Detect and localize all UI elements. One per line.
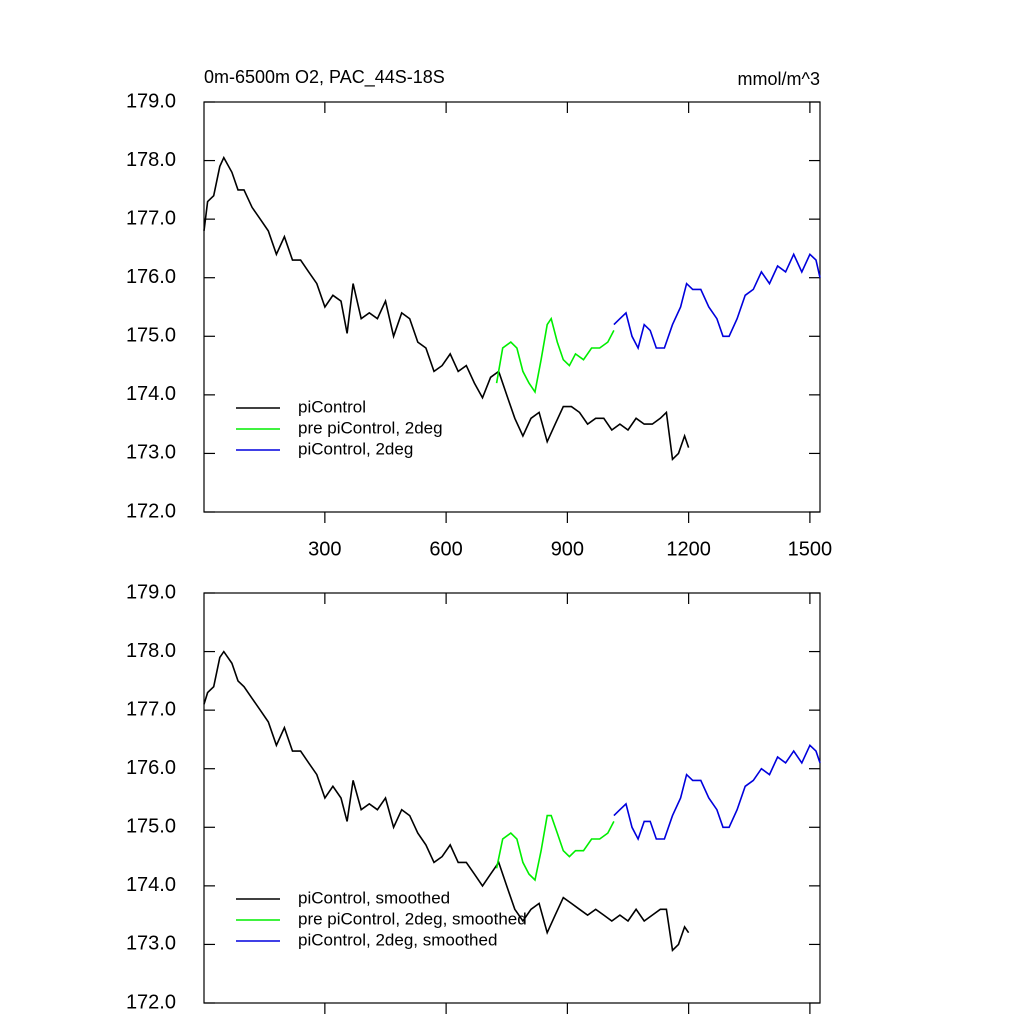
units-label: mmol/m^3 [738, 69, 820, 89]
legend-label: piControl [298, 397, 366, 416]
legend-label: piControl, smoothed [298, 888, 450, 907]
y-tick-label: 177.0 [126, 698, 176, 720]
legend-label: piControl, 2deg [298, 439, 413, 458]
plot-frame [203, 101, 821, 513]
y-tick-label: 178.0 [126, 640, 176, 662]
legend-label: pre piControl, 2deg, smoothed [298, 909, 527, 928]
y-tick-label: 173.0 [126, 933, 176, 955]
data-line [495, 814, 615, 882]
y-tick-label: 172.0 [126, 991, 176, 1013]
data-line [495, 316, 615, 394]
data-line [613, 743, 821, 842]
x-tick-label: 1500 [788, 538, 833, 560]
y-tick-label: 178.0 [126, 149, 176, 171]
y-tick-label: 174.0 [126, 383, 176, 405]
chart-title: 0m-6500m O2, PAC_44S-18S [204, 67, 445, 88]
y-tick-label: 173.0 [126, 442, 176, 464]
x-tick-label: 900 [551, 538, 584, 560]
data-line [203, 650, 690, 952]
y-tick-label: 179.0 [126, 90, 176, 112]
y-tick-label: 175.0 [126, 816, 176, 838]
y-tick-label: 175.0 [126, 325, 176, 347]
x-tick-label: 300 [308, 538, 341, 560]
legend-label: pre piControl, 2deg [298, 418, 443, 437]
y-tick-label: 174.0 [126, 874, 176, 896]
legend-label: piControl, 2deg, smoothed [298, 930, 497, 949]
y-tick-label: 177.0 [126, 207, 176, 229]
y-tick-label: 179.0 [126, 581, 176, 603]
data-line [203, 155, 690, 461]
y-tick-label: 172.0 [126, 500, 176, 522]
x-tick-label: 1200 [666, 538, 711, 560]
y-tick-label: 176.0 [126, 757, 176, 779]
data-line [613, 252, 821, 351]
x-tick-label: 600 [429, 538, 462, 560]
plot-frame [203, 592, 821, 1004]
y-tick-label: 176.0 [126, 266, 176, 288]
